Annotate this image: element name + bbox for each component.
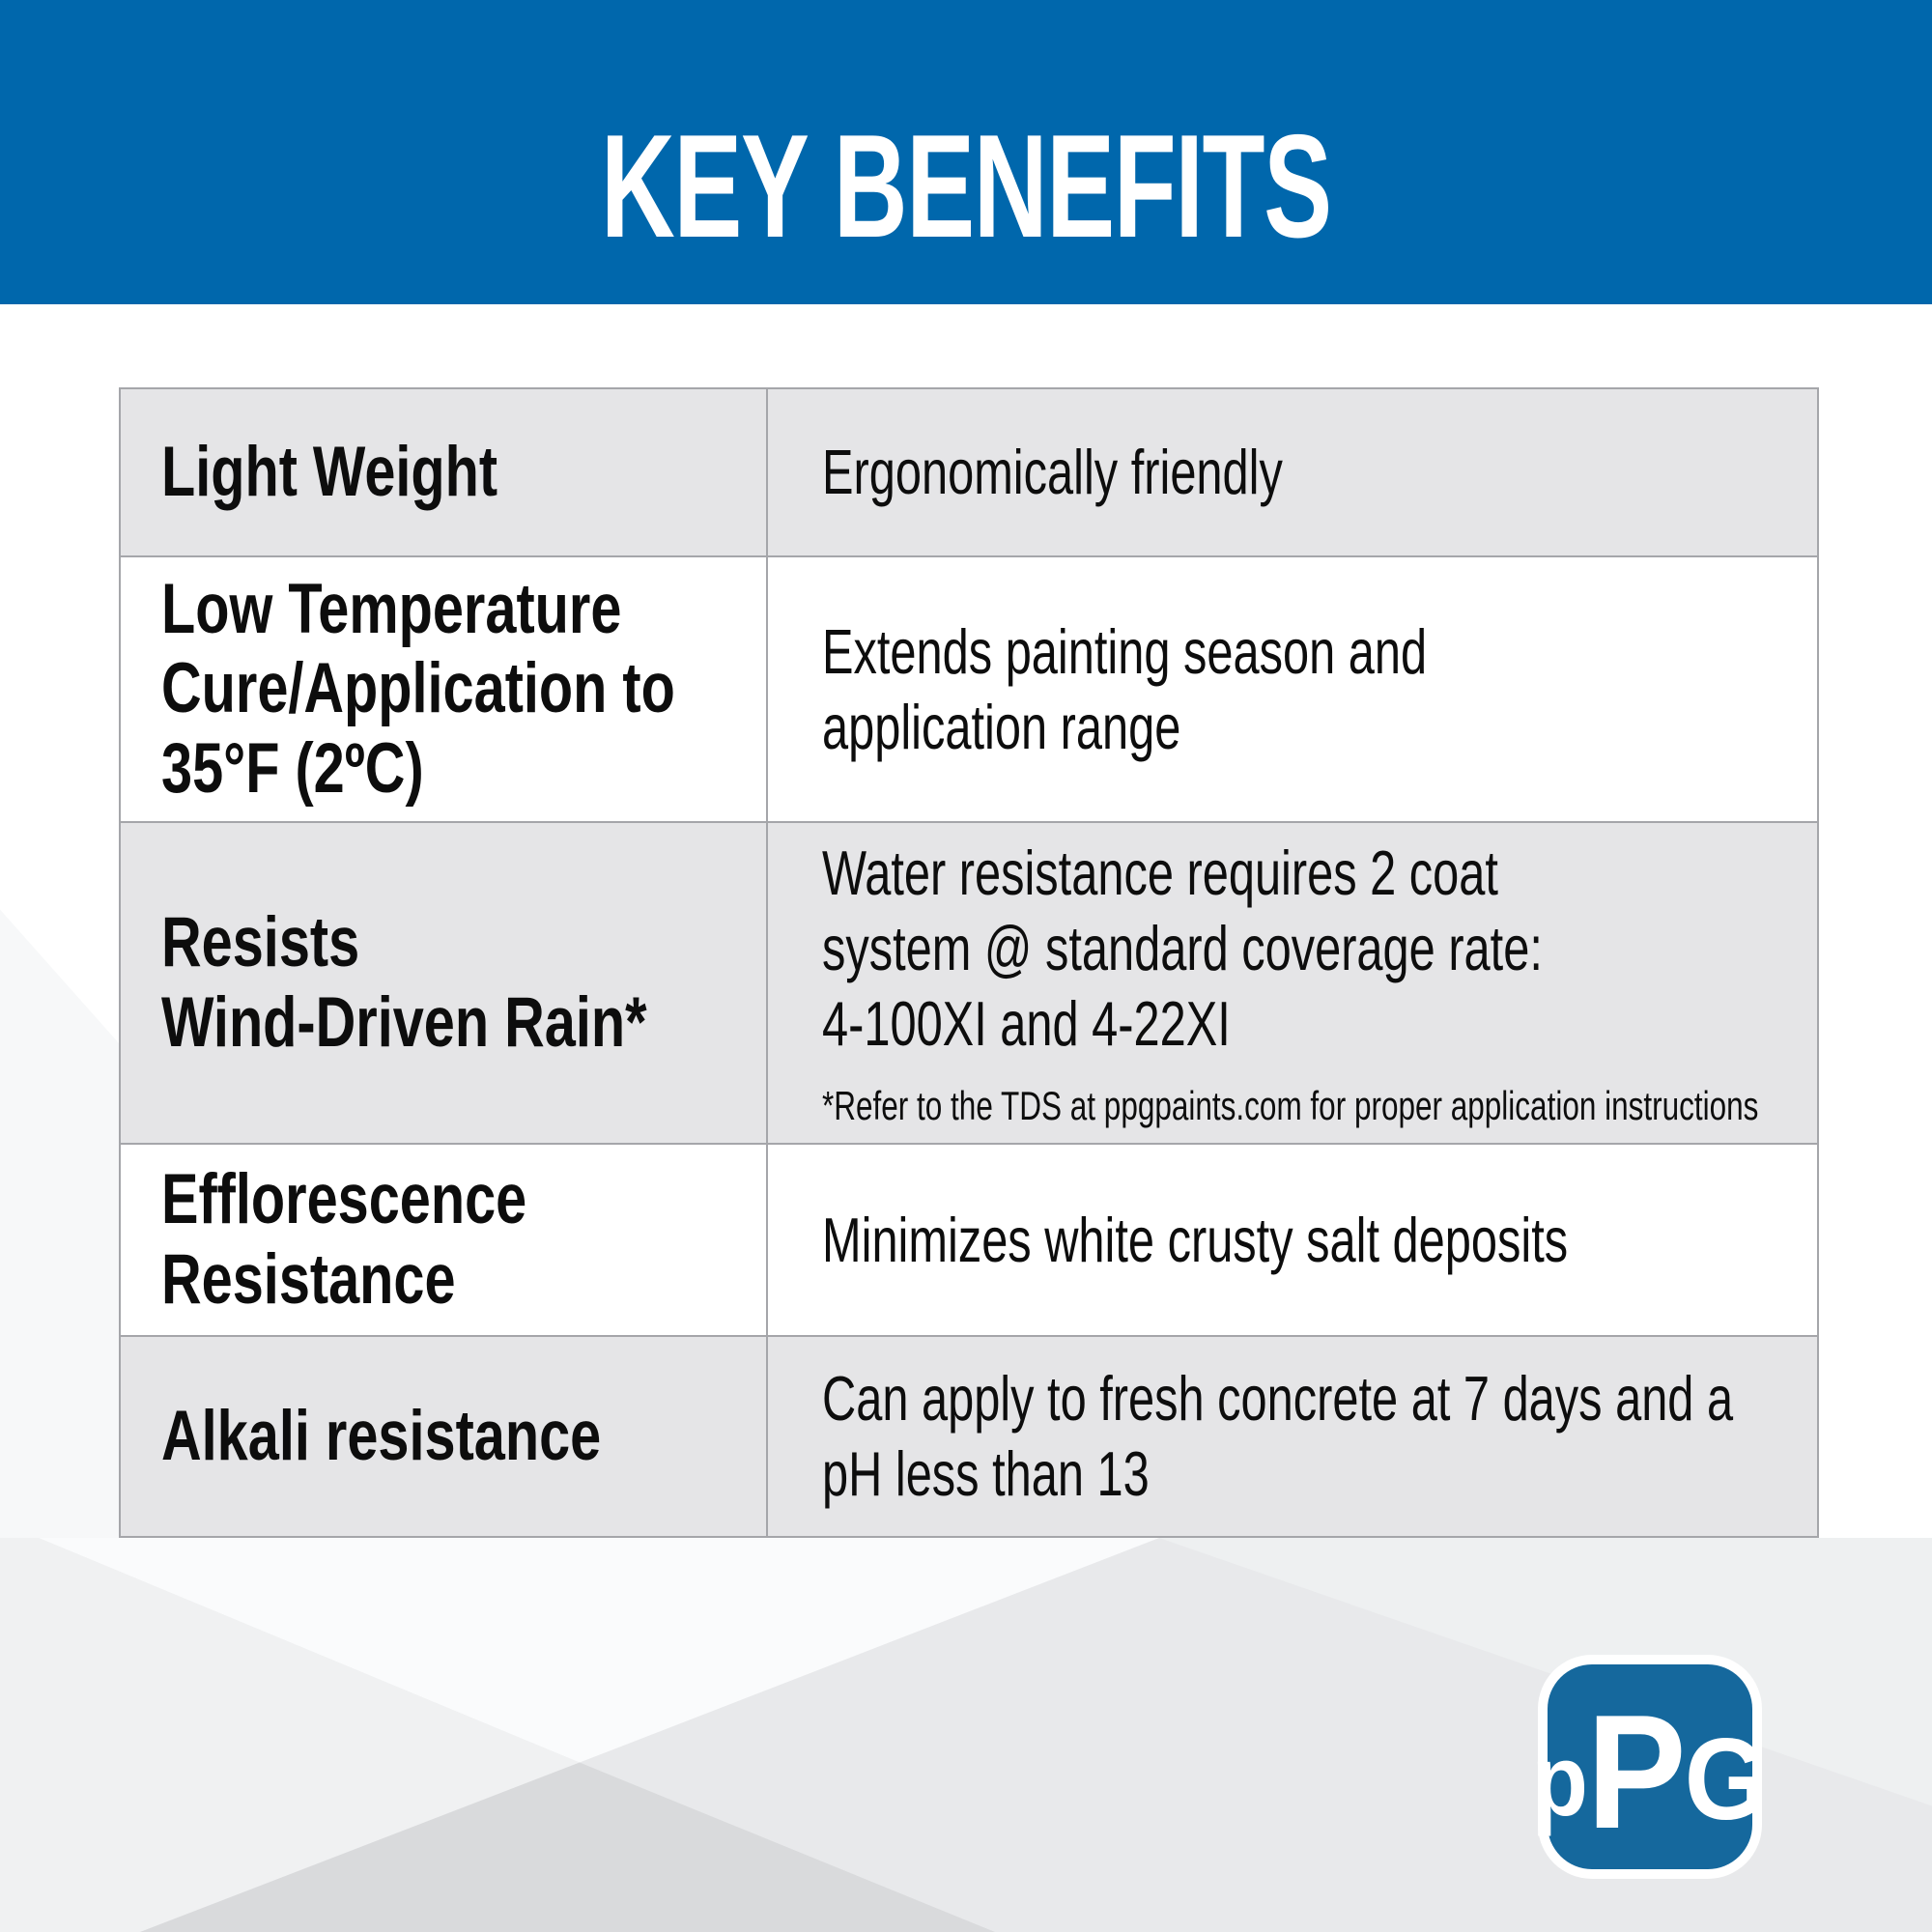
feature-cell: Light Weight <box>121 389 768 555</box>
benefit-label: Water resistance requires 2 coat system … <box>822 838 1543 1060</box>
benefit-footnote: *Refer to the TDS at ppgpaints.com for p… <box>822 1083 1759 1129</box>
benefit-label: Ergonomically friendly <box>822 437 1283 507</box>
ppg-logo: p P G <box>1531 1655 1768 1879</box>
benefits-table: Light Weight Ergonomically friendly Low … <box>119 387 1819 1538</box>
benefit-cell: Can apply to fresh concrete at 7 days an… <box>768 1335 1817 1536</box>
benefit-cell: Water resistance requires 2 coat system … <box>768 821 1817 1143</box>
benefit-label: Minimizes white crusty salt deposits <box>822 1204 1569 1275</box>
feature-label: Efflorescence Resistance <box>161 1160 527 1319</box>
feature-cell: Efflorescence Resistance <box>121 1143 768 1335</box>
benefit-cell: Minimizes white crusty salt deposits <box>768 1143 1817 1335</box>
feature-label: Light Weight <box>161 432 498 511</box>
feature-cell: Resists Wind-Driven Rain* <box>121 821 768 1143</box>
page-title: KEY BENEFITS <box>601 103 1332 269</box>
bg-bottom-pattern <box>0 1538 1932 1932</box>
ppg-logo-letter-p1: p <box>1531 1725 1588 1837</box>
benefit-label: Can apply to fresh concrete at 7 days an… <box>822 1363 1734 1509</box>
benefit-label: Extends painting season and application … <box>822 615 1428 762</box>
feature-label: Resists Wind-Driven Rain* <box>161 903 647 1062</box>
feature-cell: Low Temperature Cure/Application to 35°F… <box>121 555 768 821</box>
ppg-logo-letter-g: G <box>1684 1715 1768 1844</box>
feature-label: Low Temperature Cure/Application to 35°F… <box>161 569 675 808</box>
ppg-logo-mark: p P G <box>1531 1664 1768 1869</box>
ppg-logo-letter-p2: P <box>1586 1681 1687 1862</box>
benefit-cell: Ergonomically friendly <box>768 389 1817 555</box>
feature-label: Alkali resistance <box>161 1396 602 1475</box>
feature-cell: Alkali resistance <box>121 1335 768 1536</box>
header-bar: KEY BENEFITS <box>0 0 1932 304</box>
benefit-cell: Extends painting season and application … <box>768 555 1817 821</box>
bg-left-wedge <box>0 909 119 1538</box>
